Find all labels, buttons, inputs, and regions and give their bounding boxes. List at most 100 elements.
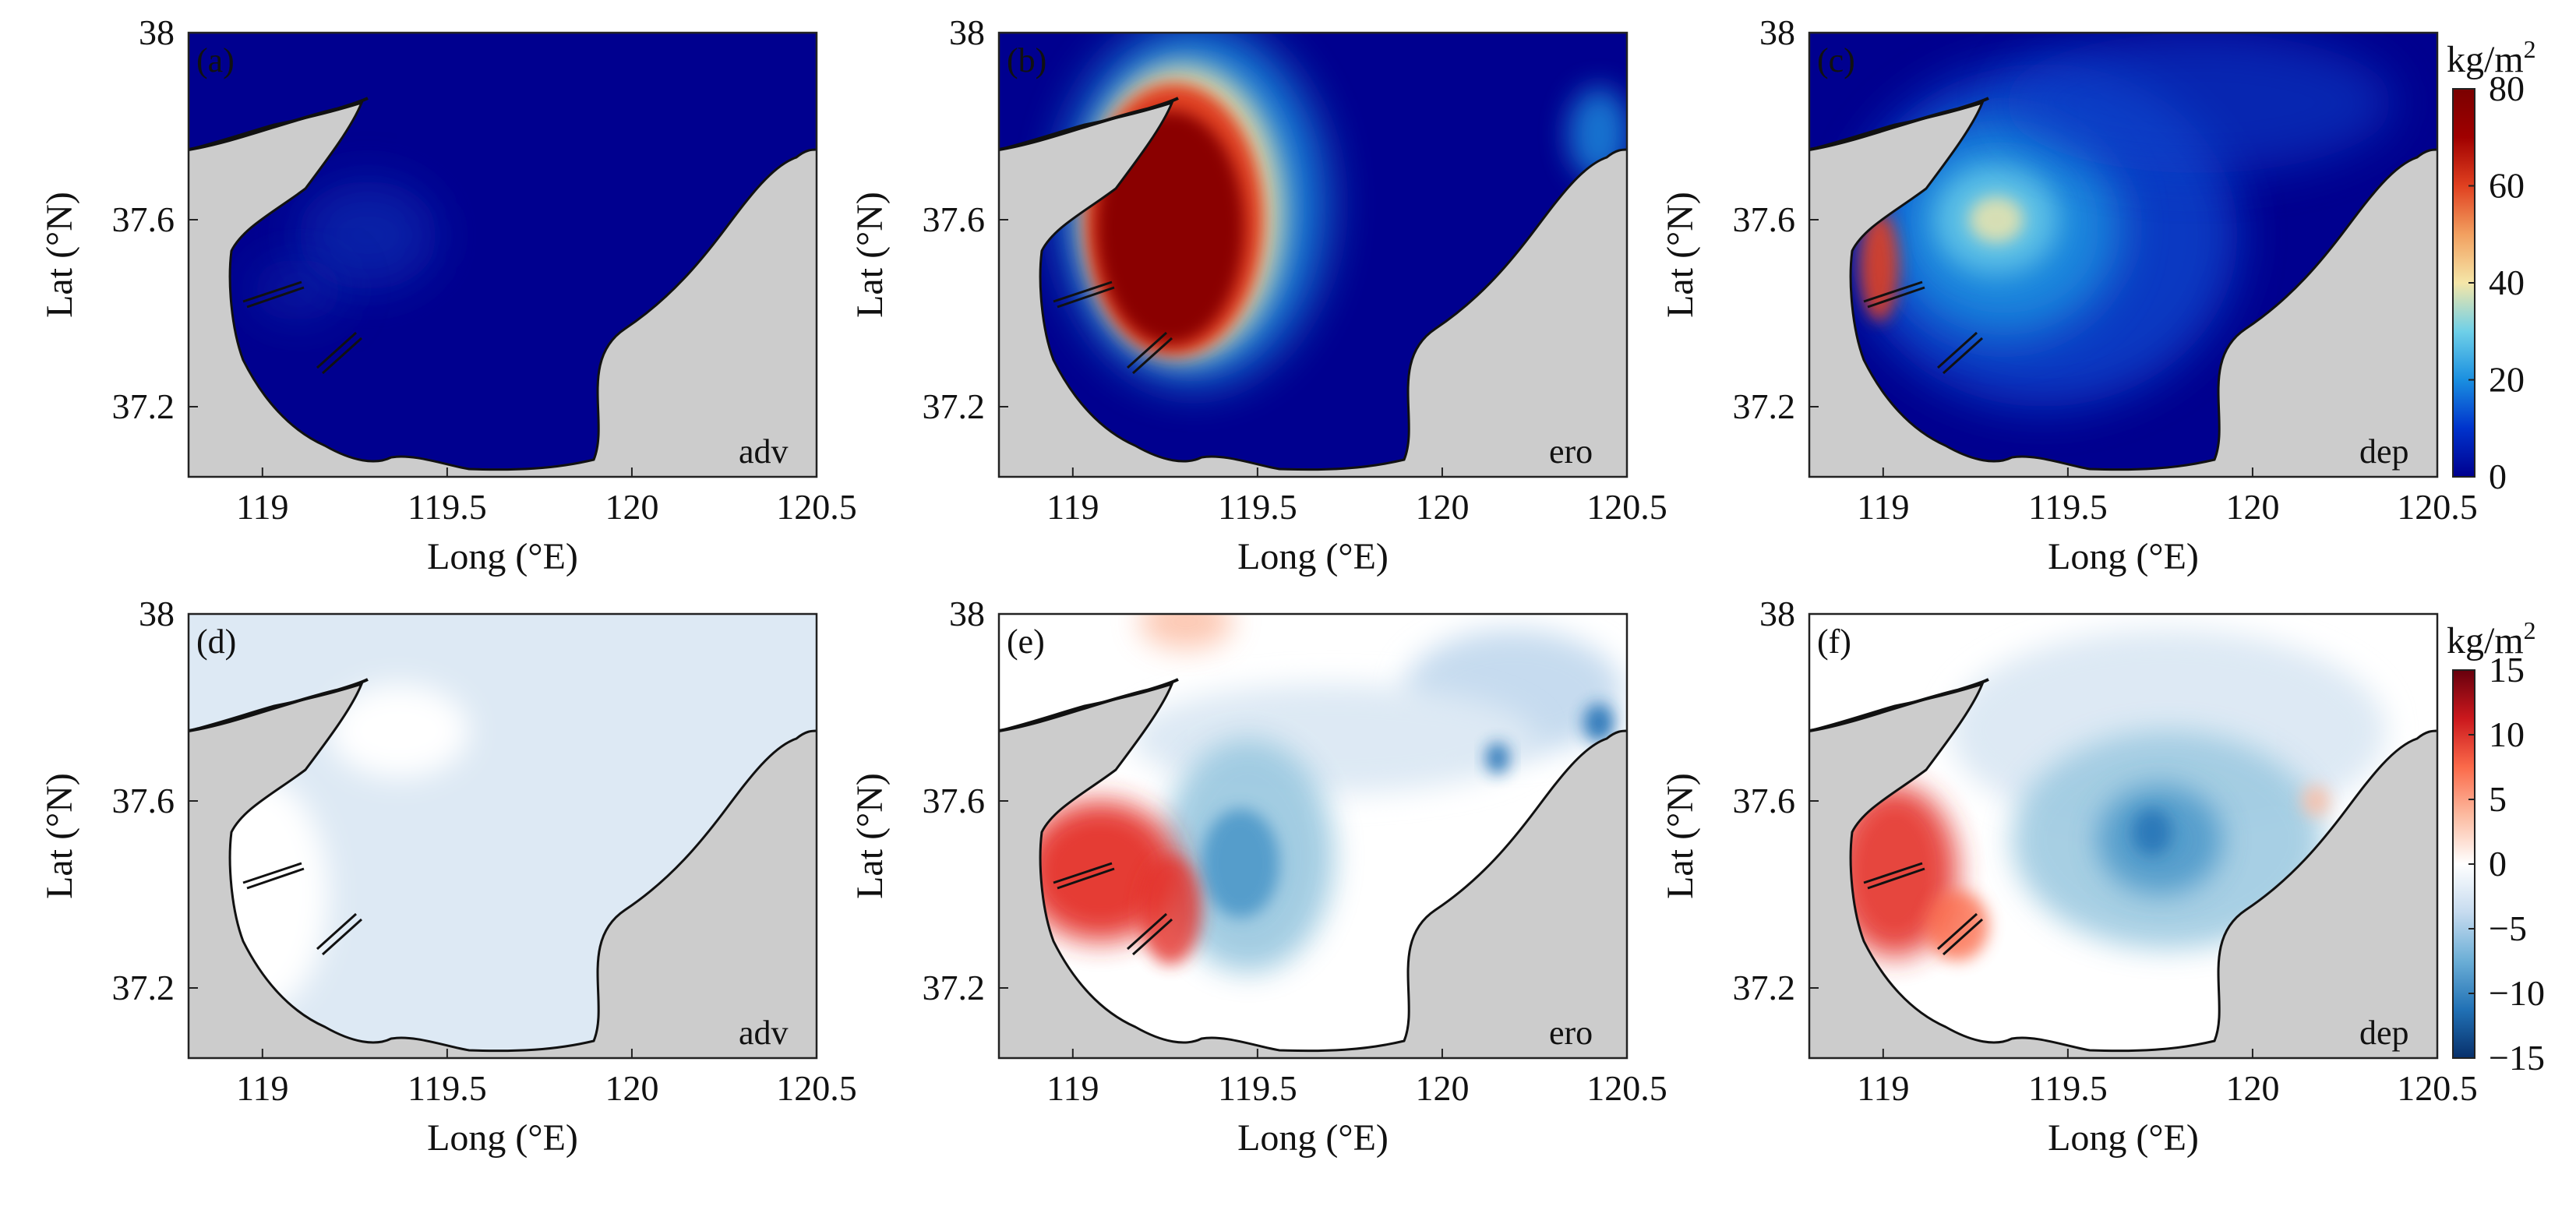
x-tick-label: 120.5 <box>776 487 857 527</box>
x-tick-label: 119.5 <box>2028 1068 2108 1108</box>
x-axis-label: Long (°E) <box>2048 1117 2199 1159</box>
y-tick-label: 37.2 <box>1733 968 1796 1007</box>
x-tick-label: 120 <box>2225 487 2279 527</box>
panel-label: (a) <box>196 41 235 79</box>
y-tick-label: 37.6 <box>1733 781 1796 820</box>
river-channel <box>188 678 369 732</box>
x-tick-label: 120 <box>2225 1068 2279 1108</box>
land-area <box>999 684 1627 1058</box>
jetty <box>1863 280 1925 309</box>
y-axis-label: Lat (°N) <box>849 192 891 318</box>
river-channel <box>1808 97 1989 151</box>
field-patch <box>1202 809 1279 918</box>
x-tick-label: 119 <box>1046 487 1099 527</box>
x-axis-label: Long (°E) <box>2048 536 2199 577</box>
field-patch <box>1139 855 1202 965</box>
land-area <box>189 103 817 477</box>
panel-label: (c) <box>1817 41 1855 79</box>
field-patch <box>1969 196 2024 243</box>
y-tick-label: 37.6 <box>1733 199 1796 239</box>
jetty <box>1053 862 1115 890</box>
x-axis-label: Long (°E) <box>427 1117 578 1159</box>
colorbar-tick-label: 0 <box>2489 457 2507 496</box>
y-tick-label: 37.2 <box>1733 386 1796 426</box>
y-tick-label: 37.6 <box>112 199 175 239</box>
axes-frame <box>1808 612 2439 1060</box>
y-axis-label: Lat (°N) <box>39 773 80 899</box>
coastline <box>998 682 1628 1053</box>
field-patch <box>1139 614 1233 649</box>
colorbar-tick-label: 60 <box>2489 166 2525 206</box>
y-tick-label: 38 <box>139 594 175 633</box>
y-axis-label: Lat (°N) <box>1660 192 1701 318</box>
panel-tag: dep <box>2359 1014 2409 1052</box>
y-tick-label: 37.2 <box>112 386 175 426</box>
x-tick-label: 119.5 <box>1218 487 1297 527</box>
field-patch <box>1583 704 1614 743</box>
x-tick-label: 120 <box>605 1068 658 1108</box>
field-patch <box>1022 801 1178 941</box>
axes-frame <box>187 31 818 478</box>
y-tick-label: 37.2 <box>923 386 986 426</box>
panel-tag: dep <box>2359 432 2409 471</box>
x-tick-label: 120.5 <box>2397 1068 2478 1108</box>
axes-frame <box>187 612 818 1060</box>
colorbar-tick-label: 0 <box>2489 844 2507 884</box>
river-channel <box>1808 678 1989 732</box>
x-tick-label: 119 <box>1857 487 1909 527</box>
jetty <box>316 912 363 956</box>
y-tick-label: 37.2 <box>112 968 175 1007</box>
colorbar-unit: kg/m2 <box>2447 616 2536 661</box>
axes-frame <box>997 31 1629 478</box>
land-area <box>999 103 1627 477</box>
jetty <box>1863 862 1925 890</box>
coastline <box>1808 682 2438 1053</box>
panel-label: (d) <box>196 623 236 661</box>
field-patch <box>298 181 438 290</box>
x-tick-label: 119.5 <box>1218 1068 1297 1108</box>
x-tick-label: 120 <box>1415 1068 1469 1108</box>
colorbar-unit: kg/m2 <box>2447 35 2536 80</box>
sea-field <box>1809 614 2437 1051</box>
field-patch <box>1926 891 1988 961</box>
y-tick-label: 38 <box>1759 12 1795 52</box>
field-patch <box>2302 785 2330 817</box>
panel-c: 119 119.5 120 120.5 38 37.6 37.2 Long (°E) Lat (… <box>1660 12 2478 577</box>
colorbar-tick-label: −10 <box>2489 973 2545 1013</box>
x-tick-label: 120.5 <box>1586 1068 1667 1108</box>
axes-frame <box>997 612 1629 1060</box>
panel-label: (b) <box>1007 41 1046 79</box>
jetty <box>1936 331 1984 375</box>
panel-d: 119 119.5 120 120.5 38 37.6 37.2 Long (°E) Lat (… <box>39 594 857 1159</box>
y-axis-label: Lat (°N) <box>39 192 80 318</box>
x-tick-label: 119 <box>236 1068 288 1108</box>
y-axis-label: Lat (°N) <box>1660 773 1701 899</box>
y-tick-label: 37.6 <box>923 199 986 239</box>
x-tick-label: 120.5 <box>1586 487 1667 527</box>
coastline <box>998 101 1628 471</box>
x-axis-label: Long (°E) <box>427 536 578 577</box>
colorbar-tick-label: 5 <box>2489 779 2507 819</box>
x-tick-label: 119.5 <box>408 487 487 527</box>
colorbar-tick-label: −5 <box>2489 908 2527 948</box>
panel-tag: adv <box>739 1014 789 1052</box>
y-tick-label: 37.2 <box>923 968 986 1007</box>
y-tick-label: 38 <box>139 12 175 52</box>
field-patch <box>1486 743 1509 774</box>
panel-e: 119 119.5 120 120.5 38 37.6 37.2 Long (°E) Lat (… <box>849 594 1667 1159</box>
colorbar-tick-label: 10 <box>2489 714 2525 754</box>
x-axis-label: Long (°E) <box>1237 1117 1389 1159</box>
y-axis-label: Lat (°N) <box>849 773 891 899</box>
coastline <box>1808 101 2438 471</box>
jetty <box>242 280 305 309</box>
colorbar-tick-label: 80 <box>2489 69 2525 108</box>
x-tick-label: 119.5 <box>408 1068 487 1108</box>
panel-tag: adv <box>739 432 789 471</box>
y-tick-label: 38 <box>1759 594 1795 633</box>
x-tick-label: 119 <box>1046 1068 1099 1108</box>
panel-f: 119 119.5 120 120.5 38 37.6 37.2 Long (°E) Lat (… <box>1660 594 2478 1159</box>
panel-label: (f) <box>1817 623 1851 661</box>
x-tick-label: 120.5 <box>2397 487 2478 527</box>
panel-label: (e) <box>1007 623 1045 661</box>
x-tick-label: 120 <box>605 487 658 527</box>
